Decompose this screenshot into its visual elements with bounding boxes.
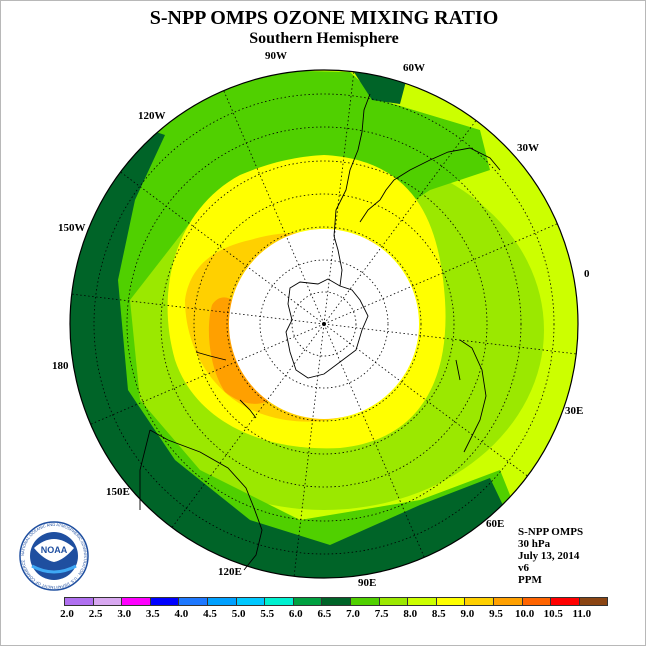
lon-label-150e: 150E <box>106 486 130 498</box>
ozone-field <box>70 70 578 578</box>
colorbar-tick-label: 4.0 <box>174 608 189 620</box>
colorbar-swatch <box>407 597 437 606</box>
colorbar-swatch <box>521 597 552 606</box>
info-date: July 13, 2014 <box>518 550 580 562</box>
colorbar <box>64 597 609 606</box>
colorbar-tick-label: 7.5 <box>374 608 389 620</box>
colorbar-swatch <box>235 597 266 606</box>
colorbar-tick-label: 10.5 <box>543 608 563 620</box>
info-version: v6 <box>518 562 529 574</box>
info-level: 30 hPa <box>518 538 551 550</box>
colorbar-swatch <box>321 597 351 606</box>
logo-gull-icon <box>34 539 74 562</box>
page-title: S-NPP OMPS OZONE MIXING RATIO <box>149 7 499 29</box>
colorbar-tick-label: 5.5 <box>260 608 275 620</box>
colorbar-swatch <box>464 597 494 606</box>
lon-label-90w: 90W <box>265 50 287 62</box>
colorbar-tick-label: 6.5 <box>317 608 332 620</box>
colorbar-tick-label: 10.0 <box>514 608 535 620</box>
colorbar-tick-label: 8.0 <box>403 608 418 620</box>
colorbar-tick-label: 3.0 <box>117 608 132 620</box>
lon-label-30w: 30W <box>517 142 539 154</box>
noaa-logo: NOAA NATIONAL OCEANIC AND ATMOSPHERIC AD… <box>19 521 89 591</box>
colorbar-swatch <box>92 597 123 606</box>
colorbar-tick-label: 4.5 <box>203 608 217 620</box>
logo-wave-icon <box>31 564 77 574</box>
colorbar-swatch <box>264 597 294 606</box>
colorbar-tick-label: 8.5 <box>431 608 446 620</box>
lon-label-60w: 60W <box>403 62 425 74</box>
australia-coast <box>139 429 263 571</box>
info-instrument: S-NPP OMPS <box>518 526 584 538</box>
colorbar-tick-label: 11.0 <box>572 608 592 620</box>
colorbar-tick-label: 9.0 <box>460 608 475 620</box>
colorbar-swatch <box>292 597 323 606</box>
colorbar-swatch <box>149 597 180 606</box>
antarctica-coast <box>285 278 369 379</box>
colorbar-swatch <box>378 597 409 606</box>
colorbar-tick-label: 2.5 <box>88 608 103 620</box>
colorbar-swatch <box>64 597 94 606</box>
colorbar-swatch <box>349 597 380 606</box>
colorbar-swatch <box>121 597 151 606</box>
lon-label-120w: 120W <box>138 110 166 122</box>
lon-label-0: 0 <box>584 268 590 280</box>
colorbar-tick-label: 5.0 <box>231 608 246 620</box>
south-america-coast <box>333 93 501 237</box>
colorbar-swatch <box>578 597 609 606</box>
south-pole-marker <box>322 322 326 326</box>
colorbar-swatch <box>492 597 523 606</box>
new-zealand-coast <box>195 351 257 419</box>
colorbar-swatch <box>550 597 580 606</box>
colorbar-tick-label: 9.5 <box>489 608 503 620</box>
colorbar-tick-label: 3.5 <box>145 608 160 620</box>
lon-label-120e: 120E <box>218 566 242 578</box>
lon-label-30e: 30E <box>565 405 584 417</box>
colorbar-swatch <box>178 597 208 606</box>
colorbar-labels: 2.0 2.5 3.0 3.5 4.0 4.5 5.0 5.5 6.0 6.5 7.0 7.5 8.0 8… <box>0 608 648 622</box>
metadata-block: S-NPP OMPS 30 hPa July 13, 2014 v6 PPM <box>518 526 583 586</box>
colorbar-tick-label: 2.0 <box>60 608 74 620</box>
contour-band-dark-green <box>70 100 510 578</box>
antarctic-peninsula <box>333 235 343 287</box>
lon-label-150w: 150W <box>58 222 86 234</box>
logo-wordmark: NOAA <box>41 545 68 555</box>
africa-coast <box>455 339 487 453</box>
coastlines <box>139 93 501 571</box>
colorbar-swatch <box>435 597 466 606</box>
graticule <box>71 71 577 577</box>
lon-label-60e: 60E <box>486 518 505 530</box>
lon-label-180: 180 <box>52 360 69 372</box>
lon-label-90e: 90E <box>358 577 377 589</box>
page-subtitle: Southern Hemisphere <box>249 30 399 47</box>
colorbar-tick-label: 7.0 <box>346 608 360 620</box>
colorbar-tick-label: 6.0 <box>288 608 303 620</box>
info-units: PPM <box>518 574 542 586</box>
colorbar-swatch <box>206 597 237 606</box>
map-boundary <box>69 69 579 579</box>
